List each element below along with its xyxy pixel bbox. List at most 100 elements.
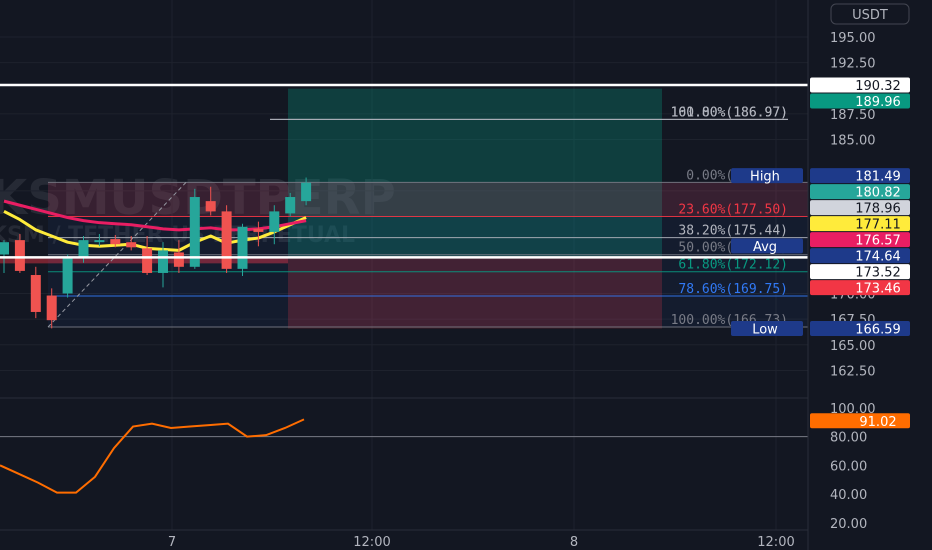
oscillator-value-box [810, 413, 910, 429]
price-label-box [810, 280, 910, 296]
price-tick-label: 187.50 [830, 108, 876, 123]
side-tag: High [731, 168, 803, 185]
price-label-text: 177.11 [855, 218, 901, 233]
currency-label: USDT [852, 8, 888, 23]
stop-zone [288, 257, 662, 329]
side-tags: High Avg Low [731, 168, 803, 337]
price-label-box [810, 264, 910, 280]
moving-average-line [3, 210, 307, 252]
price-label-box [810, 232, 910, 248]
price-label-text: 189.96 [855, 95, 901, 110]
candle [301, 177, 312, 206]
price-label-text: 190.32 [855, 79, 901, 94]
fib-level-label: 61.80%(172.12) [678, 258, 788, 273]
price-label-box [810, 77, 910, 93]
price-label: 176.57 [810, 232, 910, 249]
price-label-box [810, 184, 910, 200]
price-label-box [810, 200, 910, 216]
currency-badge[interactable]: USDT [830, 3, 910, 25]
price-label: 174.64 [810, 248, 910, 265]
candle [126, 236, 137, 251]
side-tag-text: Avg [753, 240, 777, 255]
candle-body [285, 197, 296, 214]
price-label-text: 173.52 [855, 266, 901, 281]
price-label-text: 173.46 [855, 282, 901, 297]
price-label-box [810, 93, 910, 109]
price-tick-label: 162.50 [830, 364, 876, 379]
fib-band-0-236 [48, 182, 808, 217]
price-label: 173.52 [810, 264, 910, 281]
candle [237, 223, 248, 277]
candle-body [46, 295, 57, 321]
price-label-text: 181.49 [855, 170, 901, 185]
candle [94, 233, 105, 247]
side-tag-box [731, 320, 803, 336]
price-label: 181.49 [810, 168, 910, 185]
symbol-description-watermark: KSM / TETHER US PERPETUAL [0, 223, 355, 248]
price-label-box [810, 216, 910, 232]
candle-body [110, 239, 121, 245]
oscillator-tick-label: 40.00 [830, 488, 867, 503]
candle [269, 205, 280, 245]
price-tick-label: 185.00 [830, 134, 876, 149]
price-label-text: 180.82 [855, 186, 901, 201]
price-label: 178.96 [810, 200, 910, 217]
price-label: 180.82 [810, 184, 910, 201]
price-axis-ticks: 195.00192.50187.50185.00180.00170.00167.… [830, 31, 876, 532]
time-tick-label: 7 [168, 535, 176, 550]
candle [221, 205, 232, 273]
price-label-text: 178.96 [855, 202, 901, 217]
price-label-box [810, 168, 910, 184]
fib-level-label: 78.60%(169.75) [678, 282, 788, 297]
price-label-text: 176.57 [855, 234, 901, 249]
oscillator-line [0, 418, 305, 494]
candle-body [94, 240, 105, 243]
oscillator-tick-label: 20.00 [830, 517, 867, 532]
candle [30, 266, 41, 319]
side-tag: Avg [731, 238, 803, 255]
price-label-box [810, 320, 910, 336]
candle [205, 186, 216, 216]
oscillator-tick-label: 100.00 [830, 402, 876, 417]
position-zones [0, 88, 808, 329]
candle-body [78, 240, 89, 258]
candle-body [30, 275, 41, 312]
candle [110, 234, 121, 248]
candle-body [173, 252, 184, 267]
price-tick-label: 195.00 [830, 31, 876, 46]
price-label: 190.32 [810, 77, 910, 94]
candle-body [301, 182, 312, 202]
candle-body [221, 211, 232, 269]
price-label: 189.96 [810, 93, 910, 110]
candle [158, 242, 168, 288]
candle-body [189, 197, 200, 267]
fib-level-label: 23.60%(177.50) [678, 203, 788, 218]
candle-body [142, 248, 153, 273]
candle-body [14, 240, 25, 271]
time-axis[interactable]: 7 12:00 8 12:00 [0, 529, 808, 550]
oscillator-tick-label: 60.00 [830, 459, 867, 474]
candle-body [205, 201, 216, 212]
price-label-box [810, 248, 910, 264]
price-tick-label: 192.50 [830, 57, 876, 72]
candle-body [253, 228, 264, 232]
candle [253, 221, 264, 247]
fib-level-label: 38.20%(175.44) [678, 224, 788, 239]
candle [142, 236, 153, 276]
oscillator-tick-label: 80.00 [830, 431, 867, 446]
side-tag-box [731, 238, 803, 254]
candle-body [158, 250, 168, 273]
price-label: 177.11 [810, 216, 910, 233]
target-zone [288, 88, 662, 258]
side-tag-text: High [750, 170, 780, 185]
oscillator-value-label: 91.02 [810, 413, 910, 430]
side-tag-box [731, 168, 803, 184]
candle [285, 192, 296, 217]
candle-body [237, 226, 248, 269]
candle [189, 188, 200, 269]
fib-level-label: 161.80%(186.97) [671, 105, 788, 120]
horizontal-lines [0, 83, 808, 259]
